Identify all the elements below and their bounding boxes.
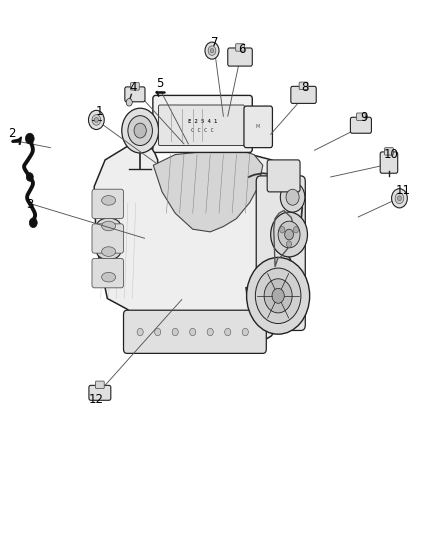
Circle shape <box>293 227 299 233</box>
Circle shape <box>172 328 178 336</box>
Circle shape <box>128 116 152 146</box>
Circle shape <box>207 328 213 336</box>
FancyBboxPatch shape <box>153 95 252 152</box>
Text: 2: 2 <box>8 127 16 140</box>
FancyBboxPatch shape <box>350 117 371 133</box>
FancyBboxPatch shape <box>92 189 124 219</box>
Circle shape <box>247 257 310 334</box>
Text: 5: 5 <box>156 77 163 90</box>
Circle shape <box>255 268 301 324</box>
Circle shape <box>29 218 37 228</box>
Circle shape <box>272 288 284 303</box>
FancyBboxPatch shape <box>244 106 272 148</box>
Text: 8: 8 <box>302 81 309 94</box>
Text: 4: 4 <box>130 81 138 94</box>
FancyBboxPatch shape <box>125 87 145 102</box>
Ellipse shape <box>102 221 116 231</box>
Text: 12: 12 <box>89 393 104 406</box>
Text: 11: 11 <box>396 184 410 197</box>
Circle shape <box>398 196 401 201</box>
FancyBboxPatch shape <box>299 82 308 90</box>
FancyBboxPatch shape <box>124 310 266 353</box>
Text: M: M <box>256 124 260 130</box>
Circle shape <box>242 328 248 336</box>
Circle shape <box>271 212 307 257</box>
Text: 9: 9 <box>360 111 367 124</box>
Ellipse shape <box>96 244 120 260</box>
Circle shape <box>286 241 292 247</box>
Circle shape <box>137 328 143 336</box>
Circle shape <box>395 193 404 204</box>
Circle shape <box>225 328 231 336</box>
Polygon shape <box>94 144 302 352</box>
Circle shape <box>126 99 132 106</box>
Circle shape <box>286 189 299 205</box>
Circle shape <box>155 328 161 336</box>
Circle shape <box>280 182 305 212</box>
FancyBboxPatch shape <box>159 105 244 146</box>
Circle shape <box>392 189 407 208</box>
Polygon shape <box>153 152 263 232</box>
Circle shape <box>94 118 98 123</box>
FancyBboxPatch shape <box>131 83 139 90</box>
Ellipse shape <box>96 192 120 208</box>
Circle shape <box>208 46 216 55</box>
FancyBboxPatch shape <box>228 48 252 66</box>
Circle shape <box>25 133 34 144</box>
Text: E 2 5 4 1: E 2 5 4 1 <box>188 119 217 124</box>
FancyBboxPatch shape <box>380 152 398 173</box>
Circle shape <box>285 229 293 240</box>
Text: 3: 3 <box>26 198 33 211</box>
Ellipse shape <box>96 218 120 234</box>
FancyBboxPatch shape <box>92 224 124 253</box>
FancyBboxPatch shape <box>92 259 124 288</box>
Ellipse shape <box>102 196 116 205</box>
FancyBboxPatch shape <box>267 160 300 192</box>
FancyBboxPatch shape <box>256 176 305 330</box>
Ellipse shape <box>96 269 120 285</box>
Circle shape <box>134 123 146 138</box>
Circle shape <box>279 227 285 233</box>
Text: 7: 7 <box>211 36 219 49</box>
Circle shape <box>26 173 33 181</box>
Text: C C C C: C C C C <box>191 128 214 133</box>
Circle shape <box>278 221 300 248</box>
FancyBboxPatch shape <box>95 381 104 389</box>
Circle shape <box>88 110 104 130</box>
FancyBboxPatch shape <box>291 86 316 103</box>
Ellipse shape <box>102 272 116 282</box>
Circle shape <box>264 279 292 313</box>
Circle shape <box>122 108 159 153</box>
FancyBboxPatch shape <box>236 44 244 51</box>
Circle shape <box>205 42 219 59</box>
Text: 6: 6 <box>238 43 246 55</box>
FancyBboxPatch shape <box>357 113 365 120</box>
FancyBboxPatch shape <box>385 148 393 155</box>
Circle shape <box>92 115 101 125</box>
Circle shape <box>190 328 196 336</box>
FancyBboxPatch shape <box>89 385 111 400</box>
Ellipse shape <box>102 247 116 256</box>
Text: 1: 1 <box>96 105 104 118</box>
Text: 10: 10 <box>384 148 399 161</box>
Circle shape <box>210 49 214 53</box>
